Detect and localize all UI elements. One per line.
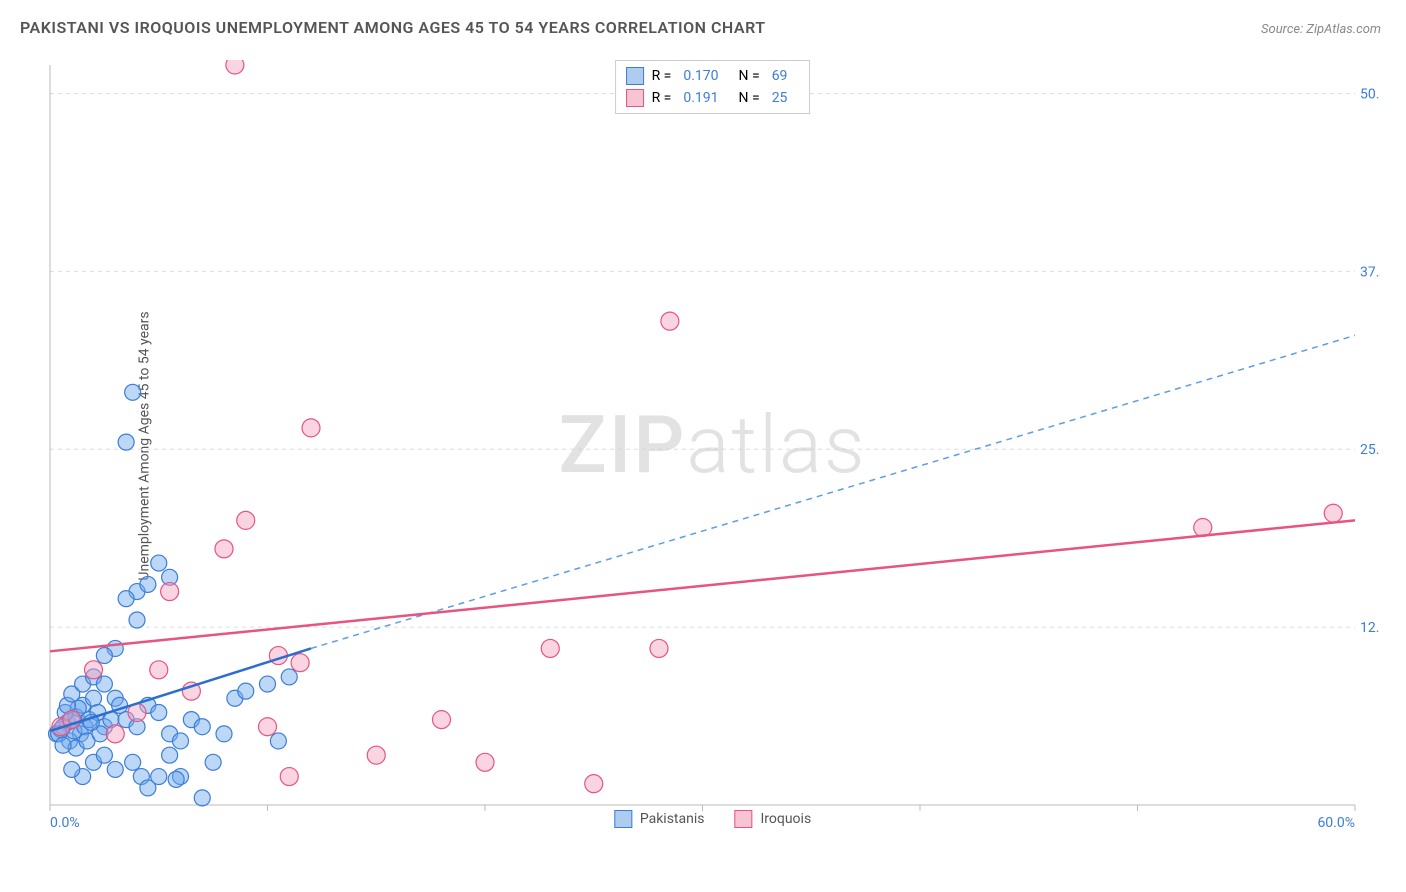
svg-text:60.0%: 60.0% — [1317, 815, 1355, 830]
legend-label: Pakistanis — [640, 811, 705, 827]
legend-row: R = 0.191 N = 25 — [626, 87, 800, 109]
r-label: R = — [652, 68, 672, 84]
chart-title: PAKISTANI VS IROQUOIS UNEMPLOYMENT AMONG… — [20, 18, 766, 37]
legend-label: Iroquois — [760, 811, 811, 827]
n-label: N = — [739, 90, 760, 106]
svg-text:50.0%: 50.0% — [1360, 86, 1380, 102]
scatter-plot-svg: 12.5% 25.0% 37.5% 50.0% 0.0% 60.0% — [45, 60, 1380, 830]
legend-row: R = 0.170 N = 69 — [626, 65, 800, 87]
n-value: 69 — [772, 68, 788, 84]
legend-swatch-icon — [626, 67, 644, 85]
r-value: 0.191 — [683, 90, 718, 106]
legend-swatch-icon — [614, 810, 632, 828]
r-label: R = — [652, 90, 672, 106]
r-value: 0.170 — [683, 68, 718, 84]
legend-item: Iroquois — [734, 810, 811, 828]
chart-area: 12.5%25.0%37.5%50.0%0.0%60.0% ZIPatlas R… — [45, 60, 1380, 830]
svg-text:0.0%: 0.0% — [50, 815, 80, 830]
svg-text:37.5%: 37.5% — [1360, 264, 1380, 280]
n-label: N = — [739, 68, 760, 84]
legend-correlation: R = 0.170 N = 69 R = 0.191 N = 25 — [615, 60, 811, 114]
legend-series: Pakistanis Iroquois — [614, 810, 811, 828]
n-value: 25 — [772, 90, 788, 106]
legend-swatch-icon — [734, 810, 752, 828]
svg-text:12.5%: 12.5% — [1360, 620, 1380, 636]
legend-swatch-icon — [626, 89, 644, 107]
legend-item: Pakistanis — [614, 810, 705, 828]
svg-text:25.0%: 25.0% — [1360, 442, 1380, 458]
source-attribution: Source: ZipAtlas.com — [1261, 22, 1381, 37]
chart-container: PAKISTANI VS IROQUOIS UNEMPLOYMENT AMONG… — [0, 0, 1406, 892]
